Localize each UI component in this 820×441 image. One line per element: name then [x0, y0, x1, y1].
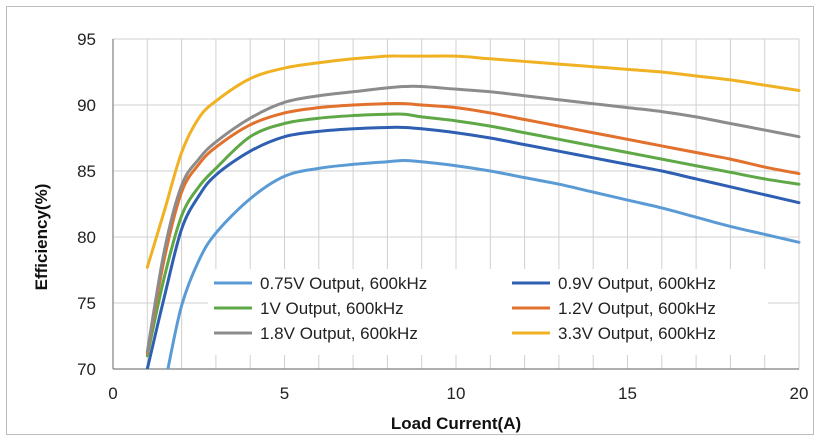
legend-label: 1V Output, 600kHz	[260, 299, 404, 318]
series-line-6	[145, 54, 801, 269]
y-tick-label: 85	[77, 162, 96, 181]
y-tick-label: 80	[77, 228, 96, 247]
legend-label: 3.3V Output, 600kHz	[558, 324, 716, 343]
y-tick-label: 90	[77, 96, 96, 115]
legend-label: 1.8V Output, 600kHz	[260, 324, 418, 343]
y-tick-label: 95	[77, 30, 96, 49]
axis-layer	[112, 39, 799, 370]
legend-item: 3.3V Output, 600kHz	[512, 324, 716, 343]
legend-label: 1.2V Output, 600kHz	[558, 299, 716, 318]
series-line-3	[145, 112, 801, 358]
x-tick-label: 10	[447, 384, 466, 403]
x-tick-label: 15	[618, 384, 637, 403]
legend-label: 0.9V Output, 600kHz	[558, 274, 716, 293]
legend-label: 0.75V Output, 600kHz	[260, 274, 427, 293]
x-tick-label: 0	[108, 384, 117, 403]
x-tick-label: 5	[280, 384, 289, 403]
series-layer	[145, 54, 801, 369]
y-tick-label: 75	[77, 294, 96, 313]
y-axis-title: Efficiency(%)	[32, 184, 51, 291]
series-line-2	[145, 125, 801, 369]
legend-item: 1.2V Output, 600kHz	[512, 299, 716, 318]
legend-item: 1V Output, 600kHz	[214, 299, 404, 318]
series-line-1	[166, 158, 801, 369]
legend-item: 0.75V Output, 600kHz	[214, 274, 427, 293]
tick-labels: 0 5 10 15 20 70 75 80 85 90 95	[77, 30, 808, 403]
legend-item: 1.8V Output, 600kHz	[214, 324, 418, 343]
series-line-4	[145, 102, 801, 355]
series-line-5	[145, 84, 801, 354]
y-tick-label: 70	[77, 360, 96, 379]
legend-background	[208, 269, 768, 355]
legend-item: 0.9V Output, 600kHz	[512, 274, 716, 293]
chart-frame	[6, 6, 814, 435]
legend: 0.75V Output, 600kHz 0.9V Output, 600kHz 1…	[208, 269, 768, 355]
x-axis-title: Load Current(A)	[391, 414, 521, 433]
x-tick-label: 20	[790, 384, 809, 403]
